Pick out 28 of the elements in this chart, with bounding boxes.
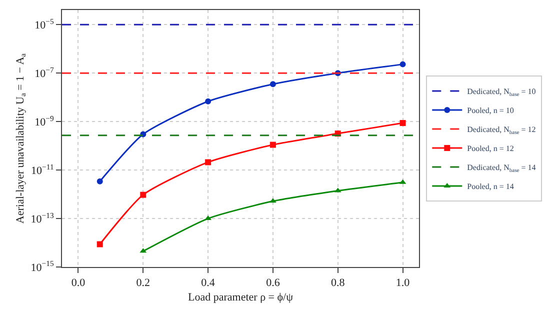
point <box>270 81 276 88</box>
y-tick-label: 10$^{−13}$ <box>30 210 54 226</box>
x-tick-label: 1.0 <box>396 277 410 290</box>
point <box>270 142 276 148</box>
point <box>96 241 103 248</box>
x-axis-title: Load parameter ρ = ϕ/ψ <box>188 291 294 304</box>
legend-label: Pooled, n = 12 <box>467 144 514 154</box>
x-tick-label: 0.2 <box>136 277 150 290</box>
y-tick-label: 10$^{−9}$ <box>34 114 54 128</box>
y-tick-label: 10$^{−11}$ <box>31 162 54 177</box>
legend-label: Dedicated, N$_{base}$ = 14 <box>467 163 536 174</box>
legend-label: Dedicated, N$_{base}$ = 12 <box>467 125 536 136</box>
point <box>400 61 406 68</box>
x-tick-label: 0.4 <box>201 277 216 290</box>
point <box>140 192 146 198</box>
point <box>400 120 406 126</box>
y-tick-label: 10$^{−7}$ <box>34 65 54 80</box>
point <box>96 178 103 184</box>
y-tick-label: 10$^{−15}$ <box>30 259 54 274</box>
x-tick-label: 0.0 <box>71 277 86 290</box>
x-tick-label: 0.8 <box>330 277 346 290</box>
legend-label: Pooled, n = 10 <box>467 106 514 116</box>
x-tick-label: 0.6 <box>266 277 280 290</box>
point <box>205 98 212 104</box>
point <box>205 159 212 166</box>
legend-label: Dedicated, N$_{base}$ = 10 <box>467 87 536 98</box>
legend-label: Pooled, n = 14 <box>467 182 514 192</box>
y-tick-label: 10$^{−5}$ <box>34 16 54 32</box>
